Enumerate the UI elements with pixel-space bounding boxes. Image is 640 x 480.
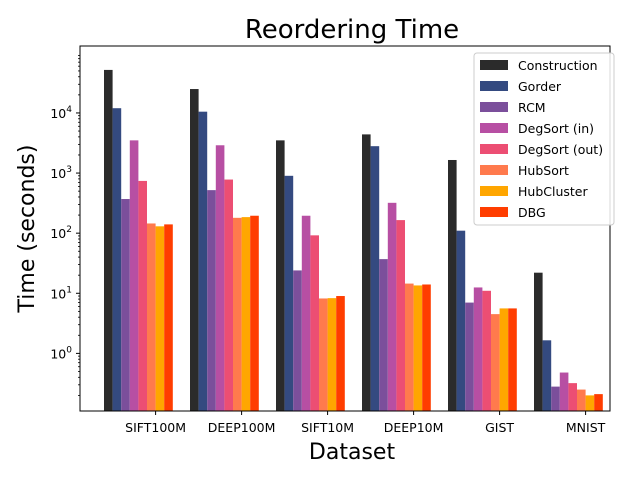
bar xyxy=(327,298,337,411)
bar xyxy=(319,298,328,411)
bar xyxy=(482,290,491,411)
legend-swatch xyxy=(480,144,508,154)
bar xyxy=(104,69,113,412)
legend-label: HubCluster xyxy=(518,184,588,199)
plot-frame xyxy=(79,45,611,412)
bar xyxy=(473,287,483,411)
y-axis-ticks: 100 101 102 103 104 xyxy=(50,55,80,396)
bar xyxy=(138,180,147,411)
bar xyxy=(413,285,423,411)
legend-box xyxy=(473,52,615,226)
bar xyxy=(147,223,156,411)
y-tick-label: 102 xyxy=(50,225,72,241)
legend-label: HubSort xyxy=(518,163,569,178)
bar xyxy=(207,190,216,411)
x-axis-ticks: SIFT100M DEEP100M SIFT10M DEEP10M GIST MNIST xyxy=(125,411,606,435)
bar xyxy=(250,215,259,411)
legend-label: RCM xyxy=(518,100,546,115)
legend-label: DBG xyxy=(518,205,546,220)
legend-swatch xyxy=(480,60,508,70)
bar xyxy=(551,386,560,411)
bar xyxy=(465,302,474,411)
x-tick-label: GIST xyxy=(485,420,514,435)
bar xyxy=(396,220,405,411)
bar xyxy=(129,140,139,412)
bar xyxy=(164,224,173,411)
legend-swatch xyxy=(480,81,508,91)
x-tick-label: MNIST xyxy=(566,420,606,435)
x-axis-label: Dataset xyxy=(309,440,396,465)
bar xyxy=(448,159,457,411)
bar xyxy=(499,308,509,411)
bar xyxy=(310,235,319,411)
bars-group xyxy=(104,69,603,412)
bar xyxy=(387,202,397,411)
x-tick-label: DEEP10M xyxy=(384,420,444,435)
legend-swatch xyxy=(480,123,508,133)
y-axis-label: Time (seconds) xyxy=(15,145,40,314)
y-tick-label: 104 xyxy=(50,105,72,121)
legend-label: DegSort (in) xyxy=(518,121,594,136)
bar xyxy=(301,215,311,411)
bar xyxy=(190,89,199,411)
bar xyxy=(577,389,586,411)
bar xyxy=(112,108,122,411)
bar xyxy=(198,111,208,412)
bar xyxy=(121,199,130,411)
bar xyxy=(276,140,285,412)
bar xyxy=(594,394,603,411)
legend-swatch xyxy=(480,102,508,112)
bar xyxy=(559,372,569,411)
legend-swatch xyxy=(480,207,508,217)
bar xyxy=(224,179,233,411)
y-tick-label: 101 xyxy=(50,285,72,301)
bar xyxy=(293,270,302,411)
legend-label: Gorder xyxy=(518,79,562,94)
bar xyxy=(336,296,345,411)
bar xyxy=(456,230,466,411)
x-tick-label: DEEP100M xyxy=(208,420,276,435)
chart-title: Reordering Time xyxy=(245,15,459,45)
bar xyxy=(422,284,431,411)
y-tick-label: 103 xyxy=(50,165,72,181)
bar xyxy=(155,226,165,411)
legend-label: Construction xyxy=(518,58,598,73)
bar xyxy=(241,217,251,411)
bar xyxy=(405,283,414,411)
bar xyxy=(215,145,225,411)
legend-swatch xyxy=(480,165,508,175)
x-tick-label: SIFT100M xyxy=(125,420,186,435)
bar xyxy=(542,340,552,411)
bar xyxy=(534,272,543,411)
y-tick-label: 100 xyxy=(50,345,72,361)
bar xyxy=(491,314,500,411)
legend-label: DegSort (out) xyxy=(518,142,603,157)
legend-swatch xyxy=(480,186,508,196)
legend: Construction Gorder RCM DegSort (in) DegSort… xyxy=(473,52,615,226)
bar xyxy=(585,395,595,411)
bar xyxy=(508,308,517,411)
bar xyxy=(362,134,371,411)
bar xyxy=(379,259,388,411)
x-tick-label: SIFT10M xyxy=(301,420,354,435)
bar xyxy=(370,146,380,411)
bar xyxy=(568,383,577,411)
bar xyxy=(233,217,242,411)
bar xyxy=(284,175,294,411)
